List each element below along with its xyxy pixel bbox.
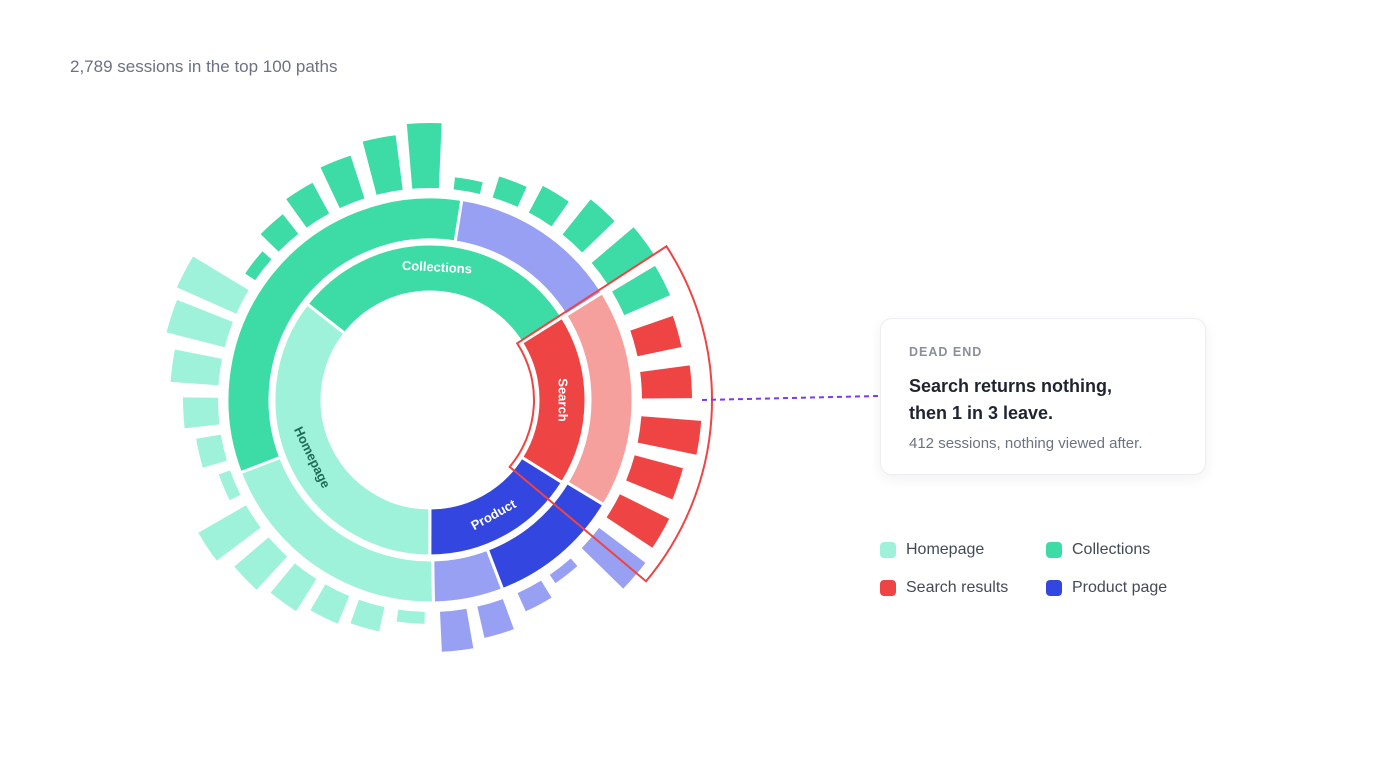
outer-bar xyxy=(196,434,227,468)
outer-bar xyxy=(286,182,330,228)
legend-label: Product page xyxy=(1072,579,1168,596)
ring-segment xyxy=(272,301,432,558)
outer-bar xyxy=(176,256,249,314)
ring-segment xyxy=(238,455,435,605)
outer-bar xyxy=(591,227,654,285)
outer-bar xyxy=(581,527,646,589)
segment-label: Collections xyxy=(402,258,473,277)
legend-swatch xyxy=(1046,580,1062,596)
legend-item: Search results xyxy=(880,579,1008,597)
annotation-detail: 412 sessions, nothing viewed after. xyxy=(909,435,1143,452)
outer-bar xyxy=(234,537,288,590)
chart-title: 2,789 sessions in the top 100 paths xyxy=(70,57,338,76)
outer-bar xyxy=(166,299,233,348)
legend-label: Collections xyxy=(1072,541,1151,558)
outer-bar xyxy=(310,584,350,624)
outer-bar xyxy=(270,563,317,612)
outer-bar xyxy=(640,365,692,399)
legend-swatch xyxy=(880,580,896,596)
outer-bar xyxy=(549,558,578,584)
outer-bar xyxy=(245,251,272,281)
legend-item: Collections xyxy=(1046,541,1150,559)
ring-segment xyxy=(304,242,565,345)
ring-segment xyxy=(519,315,588,485)
outer-bar xyxy=(637,416,702,455)
outer-bar xyxy=(528,185,569,227)
outer-bar xyxy=(396,609,425,624)
outer-bar xyxy=(562,199,615,253)
outer-bar xyxy=(183,397,220,429)
outer-bar xyxy=(517,580,552,612)
outer-bar xyxy=(612,265,671,316)
highlight-outline xyxy=(508,244,713,583)
outer-bar xyxy=(626,455,683,500)
outer-bar xyxy=(170,349,223,386)
segment-label: Search xyxy=(556,378,571,421)
outer-bar xyxy=(260,214,299,252)
outer-bar xyxy=(477,599,514,638)
legend-item: Homepage xyxy=(880,541,984,559)
annotation-card: DEAD END Search returns nothing, then 1 … xyxy=(880,318,1206,475)
outer-bar xyxy=(606,494,670,548)
outer-bar xyxy=(630,315,682,357)
connector xyxy=(701,395,879,401)
outer-bar xyxy=(492,176,527,207)
annotation-headline: Search returns nothing, then 1 in 3 leav… xyxy=(909,376,1113,423)
outer-bar xyxy=(198,505,261,561)
outer-bar xyxy=(439,608,474,652)
legend-label: Search results xyxy=(906,579,1009,596)
outer-bar xyxy=(453,177,483,194)
outer-bar xyxy=(406,123,442,189)
legend-swatch xyxy=(880,542,896,558)
legend-item: Product page xyxy=(1046,579,1167,597)
annotation-kicker: DEAD END xyxy=(909,345,983,359)
outer-bar xyxy=(350,599,385,632)
legend-label: Homepage xyxy=(906,541,985,558)
outer-bar xyxy=(362,135,403,195)
legend-swatch xyxy=(1046,542,1062,558)
outer-bar xyxy=(218,470,241,501)
outer-bar xyxy=(320,155,365,209)
